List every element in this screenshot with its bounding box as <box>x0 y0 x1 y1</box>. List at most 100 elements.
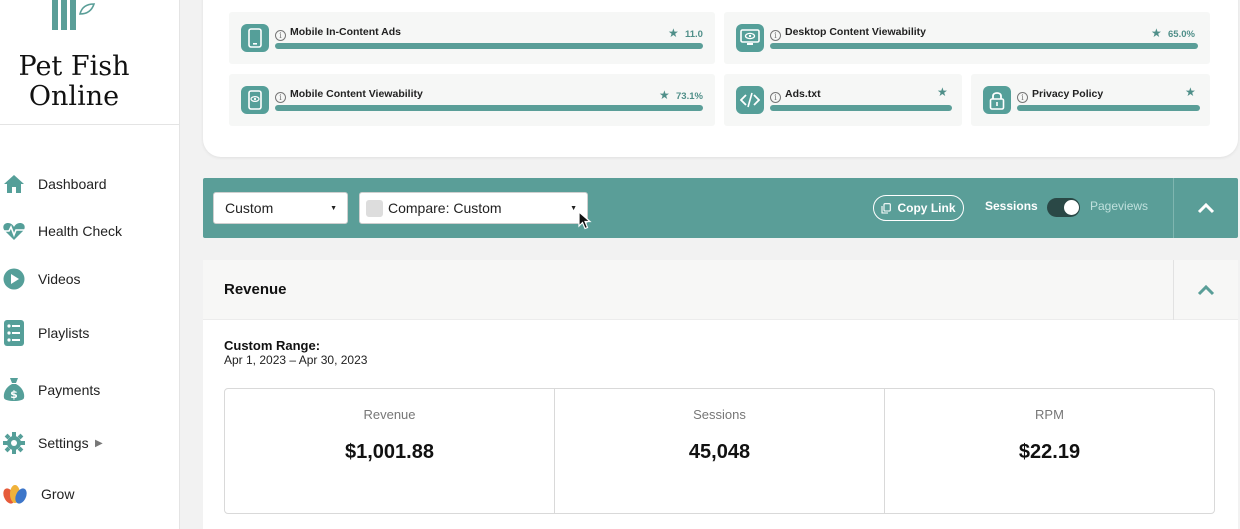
sidebar-item-label: Payments <box>38 382 101 398</box>
chevron-up-icon <box>1197 284 1215 296</box>
compare-select[interactable]: Compare: Custom ▼ <box>359 192 588 224</box>
sidebar-item-videos[interactable]: Videos <box>0 259 180 299</box>
stat-label: Revenue <box>363 407 416 422</box>
chevron-up-icon <box>1197 202 1215 214</box>
star-icon: ★ <box>1185 85 1196 99</box>
sidebar: Pet Fish Online Dashboard Health Check V… <box>0 0 180 529</box>
sidebar-item-health-check[interactable]: Health Check <box>0 211 180 251</box>
copy-link-button[interactable]: Copy Link <box>873 195 964 221</box>
metric-progress-bar <box>770 105 952 111</box>
metric-mobile-in-content-ads[interactable]: i Mobile In-Content Ads ★ 11.0 <box>229 12 715 64</box>
sidebar-item-label: Settings <box>38 435 89 451</box>
metric-desktop-content-viewability[interactable]: i Desktop Content Viewability ★ 65.0% <box>724 12 1210 64</box>
metric-label: Mobile In-Content Ads <box>290 26 402 38</box>
home-icon <box>2 172 26 196</box>
sidebar-item-dashboard[interactable]: Dashboard <box>0 164 180 204</box>
stats-box: Revenue $1,001.88 Sessions 45,048 RPM $2… <box>224 388 1215 514</box>
code-icon <box>736 86 764 114</box>
toggle-label-pageviews: Pageviews <box>1090 199 1149 213</box>
revenue-card: Revenue Custom Range: Apr 1, 2023 – Apr … <box>203 260 1238 529</box>
caret-down-icon: ▼ <box>570 205 577 212</box>
info-icon[interactable]: i <box>275 30 286 41</box>
stat-label: RPM <box>1035 407 1064 422</box>
toggle-knob <box>1064 200 1079 215</box>
sidebar-item-label: Dashboard <box>38 176 107 192</box>
sessions-pageviews-toggle[interactable] <box>1047 198 1080 217</box>
copy-link-label: Copy Link <box>897 201 956 215</box>
sidebar-item-label: Grow <box>41 486 75 502</box>
toggle-label-sessions: Sessions <box>985 199 1038 213</box>
range-label: Custom Range: <box>224 338 321 353</box>
metric-label: Desktop Content Viewability <box>785 26 926 38</box>
money-bag-icon: $ <box>2 378 26 402</box>
sidebar-item-label: Health Check <box>38 223 123 239</box>
mobile-icon <box>241 24 269 52</box>
stat-label: Sessions <box>693 407 746 422</box>
filter-bar: Custom ▼ Compare: Custom ▼ Copy Link Ses… <box>203 178 1238 238</box>
sidebar-item-payments[interactable]: $ Payments <box>0 370 180 410</box>
desktop-eye-icon <box>736 24 764 52</box>
stat-revenue: Revenue $1,001.88 <box>225 389 555 513</box>
collapse-filter-button[interactable] <box>1174 178 1238 238</box>
chevron-right-icon: ▶ <box>95 437 103 449</box>
metric-label: Ads.txt <box>785 88 821 100</box>
sidebar-item-grow[interactable]: Grow <box>0 474 180 514</box>
metric-progress-bar <box>275 43 703 49</box>
star-icon: ★ <box>659 88 670 102</box>
stat-rpm: RPM $22.19 <box>885 389 1214 513</box>
info-icon[interactable]: i <box>275 92 286 103</box>
metric-progress-bar <box>1017 105 1200 111</box>
stat-value: $22.19 <box>1018 441 1081 463</box>
sidebar-item-playlists[interactable]: Playlists <box>0 313 180 353</box>
metric-value: 11.0 <box>685 29 703 40</box>
metric-progress-bar <box>770 43 1198 49</box>
copy-icon <box>881 202 892 214</box>
compare-color-swatch <box>366 200 383 217</box>
metric-ads-txt[interactable]: i Ads.txt ★ <box>724 74 962 126</box>
metric-privacy-policy[interactable]: i Privacy Policy ★ <box>971 74 1210 126</box>
heart-pulse-icon <box>2 219 26 243</box>
list-icon <box>2 320 26 346</box>
stat-sessions: Sessions 45,048 <box>555 389 885 513</box>
range-dates: Apr 1, 2023 – Apr 30, 2023 <box>224 353 368 367</box>
site-name-line2: Online <box>28 81 120 112</box>
mobile-eye-icon <box>241 86 269 114</box>
stat-value: 45,048 <box>688 441 751 463</box>
star-icon: ★ <box>937 85 948 99</box>
collapse-revenue-button[interactable] <box>1174 260 1238 320</box>
sidebar-item-label: Videos <box>38 271 81 287</box>
info-icon[interactable]: i <box>770 92 781 103</box>
metric-value: 73.1% <box>676 91 703 102</box>
revenue-header-divider <box>1173 260 1174 320</box>
metric-value: 65.0% <box>1168 29 1195 40</box>
gear-icon <box>2 431 26 455</box>
site-name-line1: Pet Fish <box>18 51 130 82</box>
caret-down-icon: ▼ <box>330 205 337 212</box>
revenue-header: Revenue <box>203 260 1238 320</box>
site-health-card: i Mobile In-Content Ads ★ 11.0 i Desktop… <box>203 0 1238 157</box>
metric-label: Privacy Policy <box>1032 88 1104 100</box>
logo-icon <box>52 0 96 30</box>
play-icon <box>2 267 26 291</box>
star-icon: ★ <box>1151 26 1162 40</box>
revenue-title: Revenue <box>224 281 287 298</box>
info-icon[interactable]: i <box>770 30 781 41</box>
stat-value: $1,001.88 <box>345 441 434 463</box>
filter-bar-divider <box>1173 178 1174 238</box>
date-range-value: Custom <box>225 200 274 216</box>
sidebar-item-label: Playlists <box>38 325 90 341</box>
sidebar-item-settings[interactable]: Settings ▶ <box>0 423 180 463</box>
mouse-cursor-icon <box>578 211 592 230</box>
lock-icon <box>983 86 1011 114</box>
info-icon[interactable]: i <box>1017 92 1028 103</box>
sidebar-divider <box>0 124 180 125</box>
compare-value: Compare: Custom <box>388 200 502 216</box>
metric-progress-bar <box>275 105 703 111</box>
star-icon: ★ <box>668 26 679 40</box>
site-name: Pet Fish Online <box>0 52 148 112</box>
grow-icon <box>3 482 27 506</box>
date-range-select[interactable]: Custom ▼ <box>213 192 348 224</box>
metric-mobile-content-viewability[interactable]: i Mobile Content Viewability ★ 73.1% <box>229 74 715 126</box>
metric-label: Mobile Content Viewability <box>290 88 423 100</box>
svg-text:$: $ <box>10 388 18 401</box>
